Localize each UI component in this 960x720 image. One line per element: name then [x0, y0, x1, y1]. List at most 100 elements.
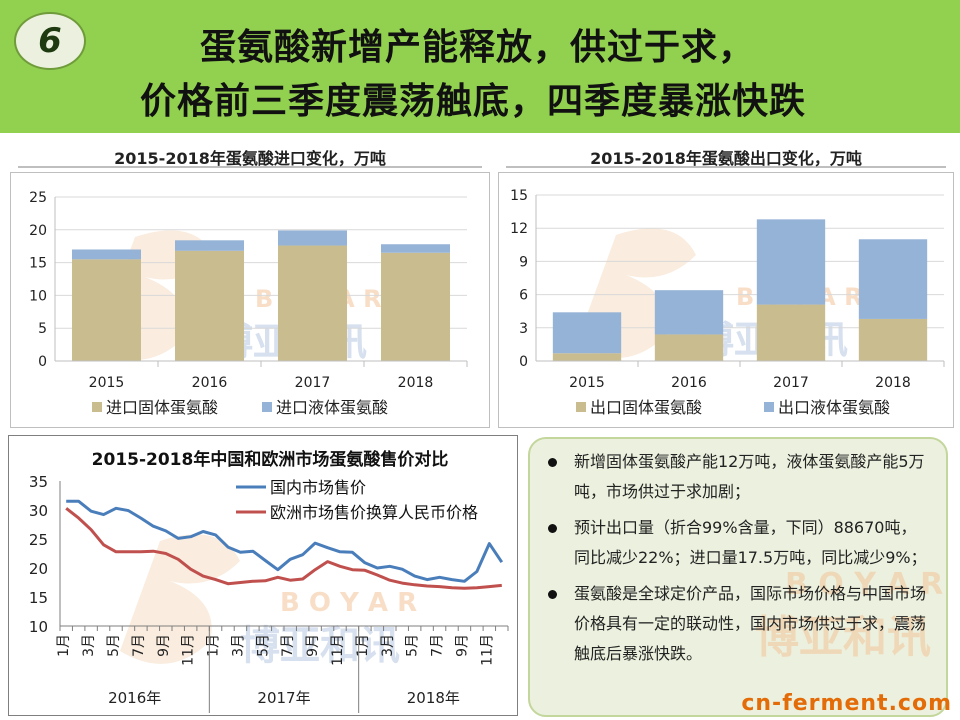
legend-label: 进口液体蛋氨酸 — [276, 398, 388, 417]
y-tick-label: 0 — [38, 354, 47, 370]
y-tick-label: 0 — [519, 354, 528, 370]
chart-title: 2015-2018年蛋氨酸进口变化，万吨 — [114, 149, 386, 168]
x-tick-label: 2015 — [569, 375, 605, 391]
x-tick-label: 2017 — [295, 375, 331, 391]
y-tick-label: 12 — [510, 221, 528, 237]
x-tick-label: 7月 — [131, 634, 147, 657]
bar-solid — [380, 252, 451, 361]
slide-title-line1: 蛋氨酸新增产能释放，供过于求， — [200, 27, 756, 68]
legend-swatch — [764, 402, 774, 412]
y-tick-label: 3 — [519, 321, 528, 337]
x-tick-label: 3月 — [81, 634, 97, 657]
y-tick-label: 5 — [38, 321, 47, 337]
bar-liquid — [71, 249, 142, 260]
bullet-dot-icon — [548, 590, 557, 599]
x-tick-label: 2018 — [398, 375, 434, 391]
series-line-domestic — [66, 499, 504, 583]
y-tick-label: 25 — [29, 531, 48, 549]
chart-frame — [8, 435, 518, 716]
x-tick-label: 1月 — [355, 634, 371, 657]
legend-swatch — [576, 402, 586, 412]
legend-label: 国内市场售价 — [270, 478, 366, 497]
bar-liquid — [552, 312, 622, 354]
x-tick-label: 3月 — [230, 634, 246, 657]
bar-solid — [654, 334, 724, 361]
legend-label: 出口液体蛋氨酸 — [778, 398, 890, 417]
bar-liquid — [277, 230, 348, 246]
y-tick-label: 25 — [29, 190, 47, 206]
bullet-item: 预计出口量（折合99%含量，下同）88670吨，同比减少22%；进口量17.5万… — [544, 513, 932, 573]
x-tick-label: 7月 — [280, 634, 296, 657]
legend-swatch — [262, 402, 272, 412]
x-tick-label: 2016 — [671, 375, 707, 391]
x-tick-label: 5月 — [255, 634, 271, 657]
y-tick-label: 10 — [29, 288, 47, 304]
bullet-item: 蛋氨酸是全球定价产品，国际市场价格与中国市场价格具有一定的联动性，国内市场供过于… — [544, 579, 932, 669]
bar-solid — [552, 353, 622, 361]
x-tick-label: 11月 — [181, 634, 197, 666]
y-tick-label: 20 — [29, 223, 47, 239]
chart-title: 2015-2018年中国和欧洲市场蛋氨酸售价对比 — [92, 449, 449, 470]
x-tick-label: 2015 — [89, 375, 125, 391]
bar-liquid — [380, 244, 451, 253]
x-tick-label: 1月 — [206, 634, 222, 657]
x-tick-label: 9月 — [454, 634, 470, 657]
bar-solid — [277, 245, 348, 361]
import-chart: 2015-2018年蛋氨酸进口变化，万吨B O Y A R博亚和讯0510152… — [10, 149, 490, 428]
legend-label: 欧洲市场售价换算人民币价格 — [270, 503, 478, 522]
slide-title-line2: 价格前三季度震荡触底，四季度暴涨快跌 — [140, 81, 807, 122]
legend-swatch — [92, 402, 102, 412]
y-tick-label: 30 — [29, 502, 48, 520]
x-group-label: 2017年 — [257, 689, 310, 707]
x-group-label: 2016年 — [108, 689, 161, 707]
slide-number-badge: 6 — [14, 12, 86, 70]
legend-label: 出口固体蛋氨酸 — [590, 398, 702, 417]
x-tick-label: 5月 — [106, 634, 122, 657]
y-tick-label: 15 — [29, 589, 48, 607]
x-tick-label: 7月 — [430, 634, 446, 657]
bullet-watermark-en: B O Y A R — [785, 567, 944, 602]
x-tick-label: 2017 — [773, 375, 809, 391]
bar-liquid — [858, 239, 928, 319]
x-tick-label: 2018 — [875, 375, 911, 391]
x-tick-label: 3月 — [380, 634, 396, 657]
header-bar — [0, 0, 960, 133]
x-tick-label: 9月 — [156, 634, 172, 657]
bullet-panel: B O Y A R 博亚和讯 新增固体蛋氨酸产能12万吨，液体蛋氨酸产能5万吨，… — [528, 437, 948, 717]
y-tick-label: 6 — [519, 288, 528, 304]
bar-liquid — [654, 290, 724, 335]
x-tick-label: 11月 — [479, 634, 495, 666]
x-tick-label: 1月 — [56, 634, 72, 657]
price-chart: 2015-2018年中国和欧洲市场蛋氨酸售价对比 B O Y A R 博亚和讯 10 1… — [8, 435, 518, 716]
bar-liquid — [756, 219, 826, 305]
bullet-item: 新增固体蛋氨酸产能12万吨，液体蛋氨酸产能5万吨，市场供过于求加剧； — [544, 447, 932, 507]
export-chart: 2015-2018年蛋氨酸出口变化，万吨B O Y A R博亚和讯0369121… — [498, 149, 954, 428]
site-logo: cn-ferment.com — [741, 691, 952, 716]
series-line-europe — [65, 507, 502, 590]
chart-title: 2015-2018年蛋氨酸出口变化，万吨 — [590, 149, 862, 168]
y-tick-label: 35 — [29, 473, 48, 491]
bar-solid — [71, 259, 142, 361]
legend-label: 进口固体蛋氨酸 — [106, 398, 218, 417]
y-tick-label: 15 — [29, 256, 47, 272]
bullet-watermark-cn: 博亚和讯 — [755, 612, 931, 663]
y-tick-label: 20 — [29, 560, 48, 578]
watermark-en: B O Y A R — [280, 588, 417, 618]
watermark-logo-icon — [120, 534, 240, 664]
y-tick-label: 9 — [519, 254, 528, 270]
x-tick-label: 5月 — [405, 634, 421, 657]
y-tick-label: 10 — [29, 618, 48, 636]
bullet-dot-icon — [548, 458, 557, 467]
x-tick-label: 9月 — [305, 634, 321, 657]
bar-solid — [858, 318, 928, 361]
x-group-label: 2018年 — [407, 689, 460, 707]
site-logo-main: ferment — [782, 691, 889, 716]
watermark-cn: 博亚和讯 — [240, 623, 400, 669]
x-tick-label: 2016 — [192, 375, 228, 391]
x-tick-label: 11月 — [330, 634, 346, 666]
bullet-dot-icon — [548, 524, 557, 533]
bar-liquid — [174, 240, 245, 251]
bar-solid — [174, 250, 245, 361]
y-tick-label: 15 — [510, 188, 528, 204]
bar-solid — [756, 304, 826, 361]
